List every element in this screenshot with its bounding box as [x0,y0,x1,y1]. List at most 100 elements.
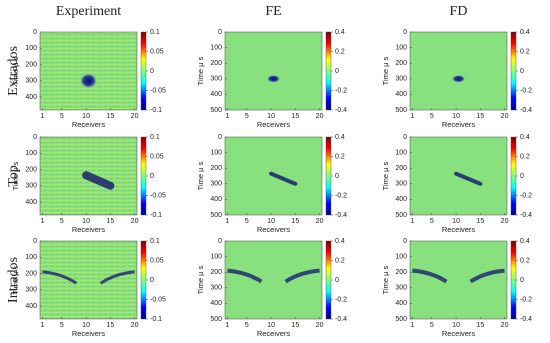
heatmap [409,31,508,111]
y-tick-label: 200 [210,60,222,67]
colorbar-tick-label: 0.4 [335,238,345,245]
y-tick-label: 300 [210,285,222,292]
colorbar-tick-label: -0.1 [150,212,162,219]
colorbar-tick-label: 0 [150,173,154,180]
y-tick-label: 200 [395,165,407,172]
y-tick-label: 500 [395,212,407,219]
colorbar-tick-label: 0.1 [150,134,160,141]
x-tick-label: 1 [225,218,229,225]
heatmap [39,31,138,111]
colorbar-tick-label: 0.4 [520,29,530,36]
y-tick-label: 400 [210,300,222,307]
y-tick-label: 400 [25,94,37,101]
x-tick-label: 15 [476,322,484,329]
y-tick-label: 400 [25,199,37,206]
x-tick-label: 20 [316,322,324,329]
colorbar-tick-label: 0.1 [150,238,160,245]
colorbar-tick-label: -0.4 [335,316,347,323]
x-axis-label: Receivers [72,120,106,129]
x-tick-label: 20 [501,218,509,225]
x-tick-label: 5 [430,218,434,225]
colorbar-tick-label: 0.2 [335,48,345,55]
colorbar [140,136,147,216]
x-tick-label: 10 [82,322,90,329]
y-tick-label: 200 [25,61,37,68]
colorbar-tick-label: 0 [335,173,339,180]
x-tick-label: 15 [291,113,299,120]
x-axis-label: Receivers [72,329,106,338]
y-tick-label: 100 [210,253,222,260]
colorbar [510,31,517,111]
y-tick-label: 100 [395,253,407,260]
x-tick-label: 1 [410,322,414,329]
colorbar-tick-label: 0 [520,68,524,75]
colorbar-tick-label: -0.4 [520,212,532,219]
colorbar-tick-label: 0 [150,68,154,75]
y-tick-label: 300 [25,287,37,294]
colorbar-tick-label: 0.4 [520,134,530,141]
wave-feature [269,171,298,186]
colorbar [140,31,147,111]
x-axis-label: Receivers [257,329,291,338]
y-tick-label: 300 [25,78,37,85]
x-tick-label: 20 [131,218,139,225]
heatmap [409,240,508,320]
x-tick-label: 20 [501,113,509,120]
y-tick-label: 300 [395,76,407,83]
x-tick-label: 5 [430,322,434,329]
y-tick-label: 100 [395,44,407,51]
x-tick-label: 5 [245,218,249,225]
x-tick-label: 20 [131,322,139,329]
colorbar [510,136,517,216]
colorbar-tick-label: 0.4 [335,134,345,141]
x-tick-label: 5 [60,218,64,225]
y-tick-label: 400 [395,196,407,203]
colorbar-tick-label: -0.2 [520,296,532,303]
x-tick-label: 15 [106,113,114,120]
y-tick-label: 200 [210,269,222,276]
x-tick-label: 5 [60,322,64,329]
colorbar-tick-label: -0.1 [150,316,162,323]
heatmap [39,240,138,320]
colorbar-tick-label: 0.4 [335,29,345,36]
wave-feature [79,72,98,89]
x-tick-label: 20 [316,113,324,120]
colorbar [325,31,332,111]
x-tick-label: 10 [452,322,460,329]
column-title: FE [265,4,281,19]
x-axis-label: Receivers [72,225,106,234]
y-tick-label: 100 [25,150,37,157]
y-tick-label: 0 [218,29,222,36]
x-tick-label: 20 [316,218,324,225]
row-label: Intrados [6,257,21,303]
x-tick-label: 1 [40,218,44,225]
colorbar-tick-label: 0.4 [520,238,530,245]
colorbar-tick-label: 0.2 [520,48,530,55]
y-axis-label: Time μ s [11,161,20,190]
x-tick-label: 15 [291,322,299,329]
wave-feature [454,171,483,186]
x-axis-label: Receivers [442,120,476,129]
y-axis-label: Time μ s [381,161,390,190]
y-tick-label: 0 [33,134,37,141]
x-tick-label: 1 [225,113,229,120]
colorbar-tick-label: -0.2 [520,87,532,94]
colorbar [325,136,332,216]
y-axis-label: Time μ s [196,161,205,190]
wave-feature [412,268,505,284]
x-tick-label: 20 [131,113,139,120]
colorbar-tick-label: -0.4 [335,107,347,114]
wave-feature [227,268,320,284]
y-tick-label: 100 [395,149,407,156]
colorbar-tick-label: -0.4 [335,212,347,219]
x-tick-label: 5 [245,322,249,329]
wave-feature [82,171,115,190]
colorbar-tick-label: -0.05 [150,296,166,303]
x-tick-label: 5 [60,113,64,120]
colorbar-tick-label: -0.4 [520,107,532,114]
y-tick-label: 300 [395,181,407,188]
colorbar-tick-label: 0 [150,277,154,284]
colorbar-tick-label: -0.2 [335,296,347,303]
colorbar-tick-label: 0.05 [150,153,164,160]
